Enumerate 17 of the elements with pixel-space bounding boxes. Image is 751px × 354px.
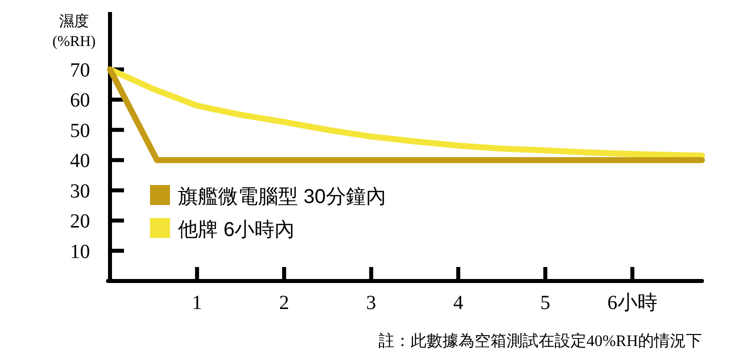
x-tick-label: 2 <box>279 292 290 314</box>
legend-label: 旗艦微電腦型 30分鐘內 <box>178 186 386 208</box>
x-tick-label: 5 <box>540 292 550 314</box>
x-tick-label: 6小時 <box>607 292 658 314</box>
y-tick-label: 10 <box>70 240 90 263</box>
x-tick-label: 3 <box>366 292 376 314</box>
y-tick-label: 20 <box>70 210 90 233</box>
x-tick-label: 1 <box>192 292 202 314</box>
y-tick-label: 50 <box>70 120 90 142</box>
text: 註：此數據為空箱測試在設定40%RH的情況下 <box>378 332 702 350</box>
y-tick-label: 60 <box>70 90 90 112</box>
y-tick-label: 40 <box>70 150 90 172</box>
x-tick-label: 4 <box>453 292 464 314</box>
y-tick-label: 70 <box>70 59 90 82</box>
y-axis-title: 濕度 (%RH) <box>52 13 96 50</box>
y-tick-label: 30 <box>70 180 90 202</box>
legend-label: 他牌 6小時內 <box>178 219 295 241</box>
